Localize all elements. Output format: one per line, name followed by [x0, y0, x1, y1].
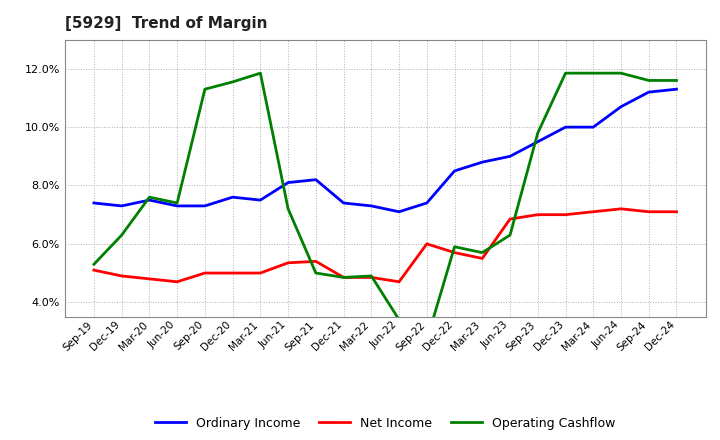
Line: Ordinary Income: Ordinary Income: [94, 89, 677, 212]
Ordinary Income: [256, 198, 265, 203]
Operating Cashflow: [561, 70, 570, 76]
Net Income: [367, 275, 376, 280]
Text: [5929]  Trend of Margin: [5929] Trend of Margin: [65, 16, 267, 32]
Ordinary Income: [284, 180, 292, 185]
Line: Operating Cashflow: Operating Cashflow: [94, 73, 677, 340]
Net Income: [616, 206, 625, 212]
Ordinary Income: [367, 203, 376, 209]
Ordinary Income: [117, 203, 126, 209]
Operating Cashflow: [89, 262, 98, 267]
Operating Cashflow: [173, 200, 181, 205]
Ordinary Income: [644, 89, 653, 95]
Net Income: [339, 275, 348, 280]
Net Income: [145, 276, 154, 282]
Net Income: [534, 212, 542, 217]
Ordinary Income: [505, 154, 514, 159]
Net Income: [256, 271, 265, 276]
Operating Cashflow: [616, 70, 625, 76]
Operating Cashflow: [284, 206, 292, 212]
Operating Cashflow: [395, 317, 403, 323]
Ordinary Income: [395, 209, 403, 214]
Ordinary Income: [423, 200, 431, 205]
Operating Cashflow: [228, 79, 237, 84]
Ordinary Income: [89, 200, 98, 205]
Net Income: [423, 241, 431, 246]
Net Income: [561, 212, 570, 217]
Operating Cashflow: [367, 273, 376, 279]
Ordinary Income: [616, 104, 625, 110]
Ordinary Income: [312, 177, 320, 182]
Operating Cashflow: [201, 87, 210, 92]
Operating Cashflow: [505, 232, 514, 238]
Net Income: [117, 273, 126, 279]
Ordinary Income: [478, 160, 487, 165]
Net Income: [312, 259, 320, 264]
Net Income: [284, 260, 292, 265]
Operating Cashflow: [312, 271, 320, 276]
Ordinary Income: [173, 203, 181, 209]
Net Income: [89, 268, 98, 273]
Net Income: [395, 279, 403, 284]
Operating Cashflow: [117, 232, 126, 238]
Net Income: [173, 279, 181, 284]
Ordinary Income: [145, 198, 154, 203]
Ordinary Income: [672, 87, 681, 92]
Net Income: [589, 209, 598, 214]
Ordinary Income: [450, 168, 459, 173]
Operating Cashflow: [478, 250, 487, 255]
Operating Cashflow: [589, 70, 598, 76]
Ordinary Income: [534, 139, 542, 144]
Net Income: [505, 216, 514, 222]
Ordinary Income: [589, 125, 598, 130]
Net Income: [478, 256, 487, 261]
Operating Cashflow: [339, 275, 348, 280]
Ordinary Income: [228, 194, 237, 200]
Net Income: [672, 209, 681, 214]
Legend: Ordinary Income, Net Income, Operating Cashflow: Ordinary Income, Net Income, Operating C…: [150, 412, 621, 435]
Operating Cashflow: [534, 130, 542, 136]
Net Income: [450, 250, 459, 255]
Operating Cashflow: [672, 78, 681, 83]
Operating Cashflow: [450, 244, 459, 249]
Ordinary Income: [201, 203, 210, 209]
Net Income: [644, 209, 653, 214]
Operating Cashflow: [256, 70, 265, 76]
Line: Net Income: Net Income: [94, 209, 677, 282]
Operating Cashflow: [423, 337, 431, 343]
Operating Cashflow: [145, 194, 154, 200]
Operating Cashflow: [644, 78, 653, 83]
Ordinary Income: [561, 125, 570, 130]
Net Income: [228, 271, 237, 276]
Ordinary Income: [339, 200, 348, 205]
Net Income: [201, 271, 210, 276]
